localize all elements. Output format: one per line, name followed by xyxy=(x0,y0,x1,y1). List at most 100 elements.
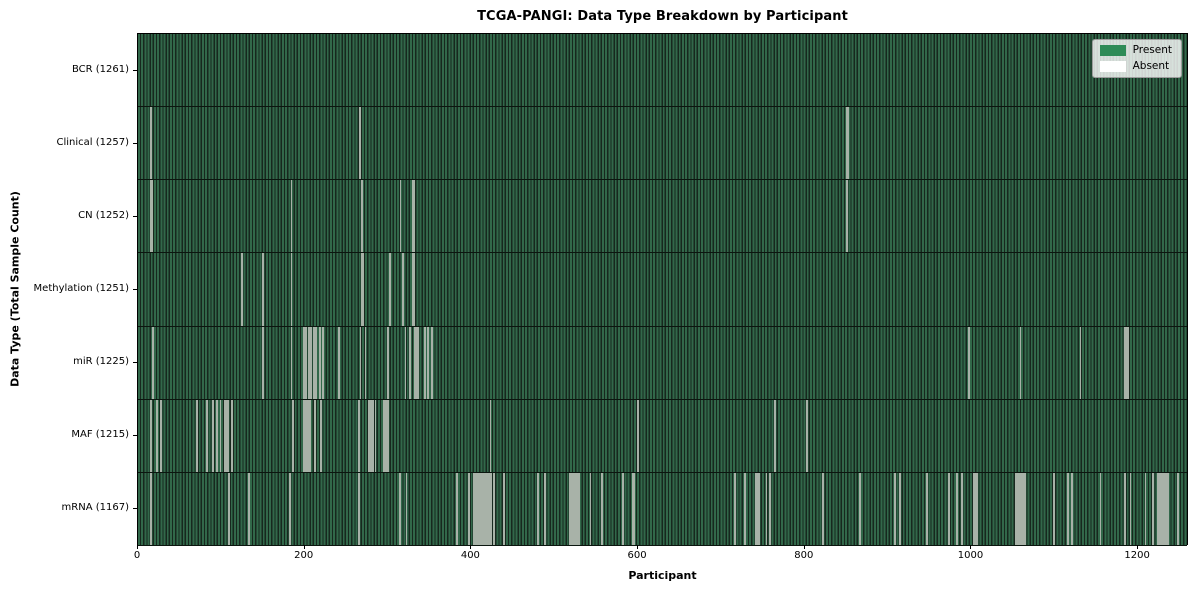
absent-gap-line xyxy=(387,326,389,399)
absent-gap-line xyxy=(493,472,495,545)
absent-gap-line xyxy=(773,399,776,472)
absent-gap-line xyxy=(633,472,635,545)
absent-gap-line xyxy=(290,180,293,253)
y-tick-mark xyxy=(133,508,137,510)
absent-gap-line xyxy=(1053,472,1055,545)
absent-gap-line xyxy=(898,472,901,545)
absent-gap-line xyxy=(1023,472,1025,545)
absent-gap-line xyxy=(1144,472,1147,545)
absent-gap-line xyxy=(589,472,592,545)
y-tick-mark xyxy=(133,435,137,437)
absent-gap-line xyxy=(262,253,264,326)
absent-gap-line xyxy=(219,399,222,472)
legend: Present Absent xyxy=(1091,39,1182,78)
absent-gap-line xyxy=(417,326,419,399)
y-tick-mark xyxy=(133,142,137,144)
absent-gap-line xyxy=(212,399,214,472)
chart-title: TCGA-PANGI: Data Type Breakdown by Parti… xyxy=(477,9,848,24)
present-swatch-icon xyxy=(1099,45,1126,56)
x-tick-label-1200: 1200 xyxy=(1124,550,1150,561)
absent-gap-line xyxy=(543,472,546,545)
absent-gap-line xyxy=(413,253,415,326)
absent-gap-line xyxy=(374,399,377,472)
absent-gap-line xyxy=(398,472,401,545)
absent-gap-line xyxy=(1019,326,1022,399)
absent-gap-line xyxy=(622,472,624,545)
absent-gap-line xyxy=(1167,472,1169,545)
absent-gap-line xyxy=(402,253,404,326)
absent-gap-line xyxy=(206,399,208,472)
absent-gap-line xyxy=(1024,472,1027,545)
absent-gap-line xyxy=(262,326,264,399)
datatype-row-BCR xyxy=(138,34,1187,108)
absent-gap-line xyxy=(758,472,760,545)
absent-gap-line xyxy=(1125,326,1128,399)
absent-gap-line xyxy=(456,472,459,545)
absent-gap-line xyxy=(248,472,250,545)
x-tick-label-800: 800 xyxy=(794,550,814,561)
absent-gap-line xyxy=(1018,472,1020,545)
absent-gap-line xyxy=(404,326,407,399)
datatype-row-MAF xyxy=(138,399,1187,473)
absent-gap-line xyxy=(408,326,411,399)
absent-gap-line xyxy=(216,399,219,472)
absent-gap-line xyxy=(976,472,979,545)
absent-gap-line xyxy=(968,326,970,399)
absent-gap-line xyxy=(313,326,316,399)
absent-gap-line xyxy=(1071,472,1074,545)
absent-gap-line xyxy=(423,326,426,399)
x-tick-label-400: 400 xyxy=(460,550,480,561)
x-tick-mark xyxy=(137,545,138,549)
datatype-row-miR xyxy=(138,326,1187,400)
absent-gap-line xyxy=(1127,326,1129,399)
absent-gap-line xyxy=(322,326,324,399)
absent-gap-line xyxy=(338,326,340,399)
legend-label-absent: Absent xyxy=(1132,60,1170,73)
absent-gap-line xyxy=(399,180,402,253)
absent-gap-line xyxy=(1015,472,1018,545)
absent-gap-line xyxy=(241,253,244,326)
absent-gap-line xyxy=(227,472,230,545)
absent-gap-line xyxy=(358,472,360,545)
absent-gap-line xyxy=(806,399,809,472)
absent-gap-line xyxy=(1129,472,1132,545)
x-tick-mark xyxy=(470,545,472,549)
absent-gap-line xyxy=(481,472,484,545)
x-tick-mark xyxy=(970,545,972,549)
absent-gap-line xyxy=(1165,472,1168,545)
absent-gap-line xyxy=(315,326,318,399)
absent-gap-line xyxy=(768,472,771,545)
absent-gap-line xyxy=(320,399,323,472)
datatype-row-Methylation xyxy=(138,253,1187,327)
absent-gap-line xyxy=(389,253,392,326)
absent-gap-line xyxy=(358,107,361,180)
absent-gap-line xyxy=(227,399,229,472)
absent-gap-line xyxy=(427,326,429,399)
absent-gap-line xyxy=(151,180,153,253)
absent-gap-line xyxy=(822,472,824,545)
absent-gap-line xyxy=(489,399,492,472)
y-tick-label-MAF: MAF (1215) xyxy=(71,429,129,441)
absent-gap-line xyxy=(288,472,291,545)
absent-gap-line xyxy=(150,399,153,472)
absent-gap-line xyxy=(893,472,896,545)
absent-gap-line xyxy=(413,180,415,253)
absent-gap-line xyxy=(290,253,293,326)
x-axis-label: Participant xyxy=(628,569,697,582)
x-tick-label-1000: 1000 xyxy=(957,550,984,561)
y-tick-mark xyxy=(133,69,137,71)
x-tick-mark xyxy=(1137,545,1139,549)
absent-gap-line xyxy=(372,399,374,472)
absent-gap-line xyxy=(490,472,493,545)
y-tick-label-Methylation: Methylation (1251) xyxy=(33,283,129,294)
absent-gap-line xyxy=(948,472,950,545)
absent-gap-line xyxy=(846,180,849,253)
absent-gap-line xyxy=(743,472,746,545)
y-tick-label-Clinical: Clinical (1257) xyxy=(56,136,130,148)
absent-gap-line xyxy=(601,472,604,545)
absent-gap-line xyxy=(503,472,505,545)
absent-gap-line xyxy=(537,472,539,545)
y-tick-mark xyxy=(133,362,137,364)
x-tick-mark xyxy=(637,545,639,549)
absent-gap-line xyxy=(858,472,861,545)
